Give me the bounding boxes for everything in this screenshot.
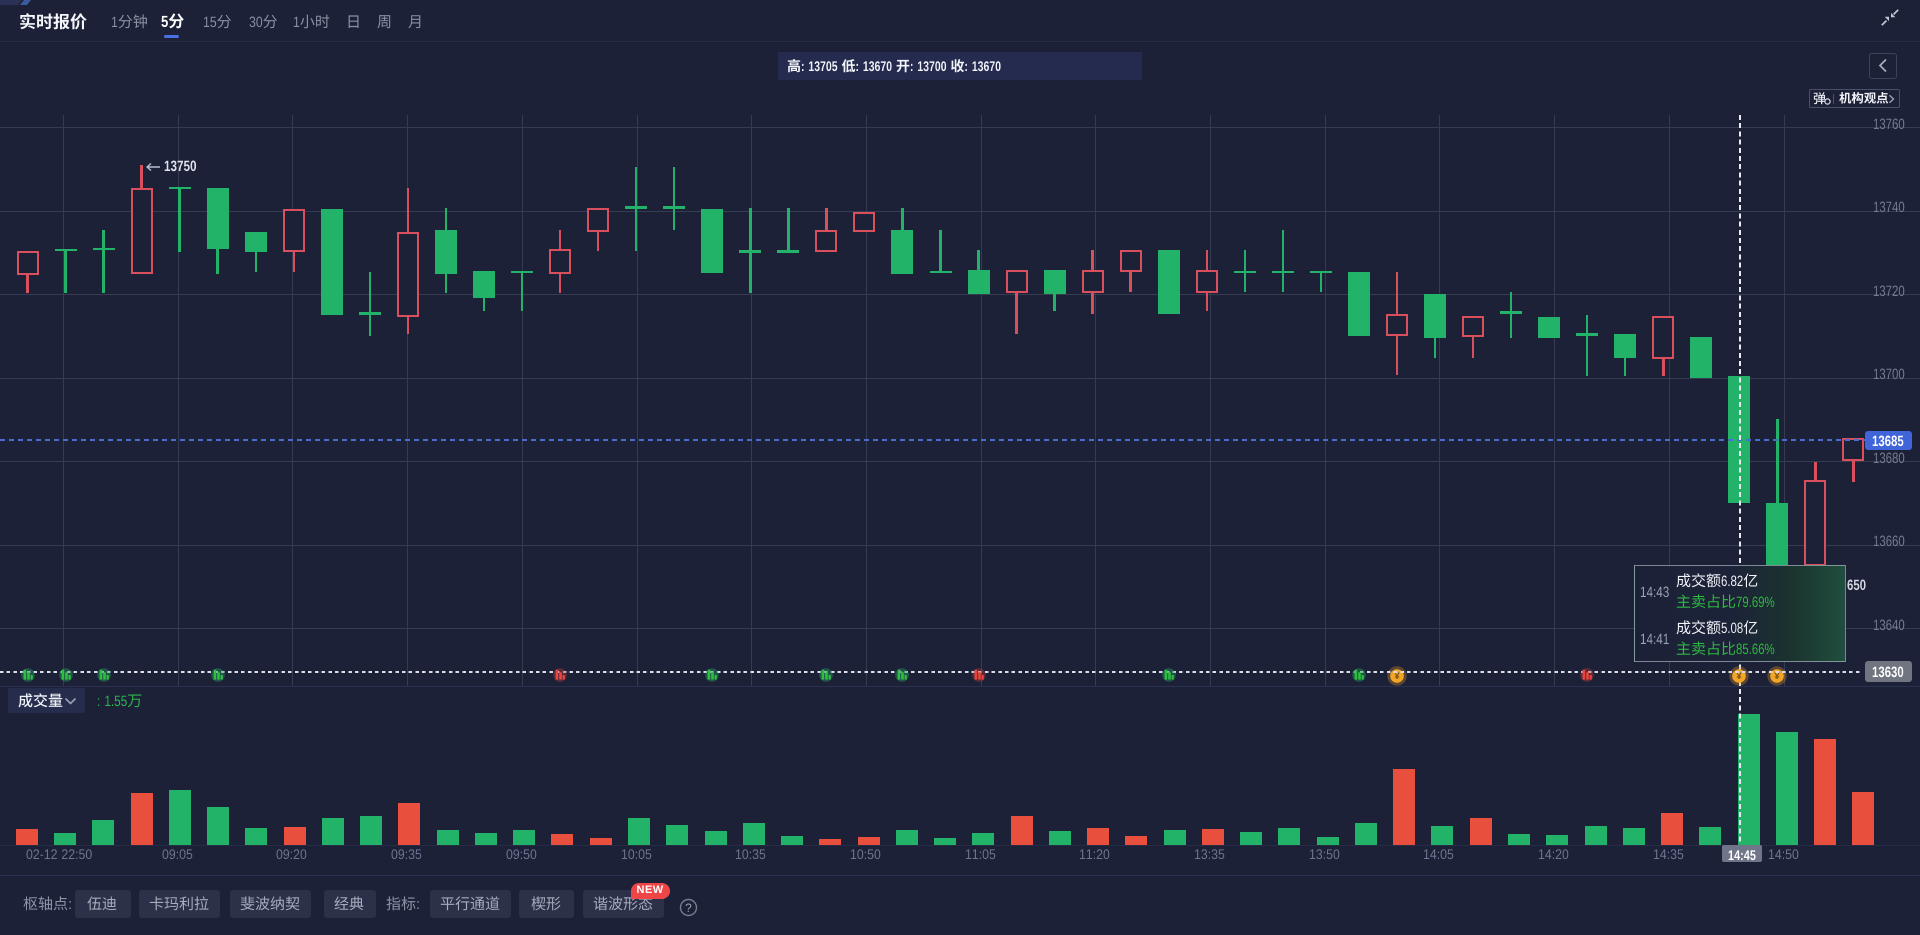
svg-text:¥: ¥ [1737,671,1743,682]
svg-text:¥: ¥ [1775,671,1781,682]
svg-text:¥: ¥ [1394,671,1400,682]
svg-text:?: ? [685,901,692,915]
